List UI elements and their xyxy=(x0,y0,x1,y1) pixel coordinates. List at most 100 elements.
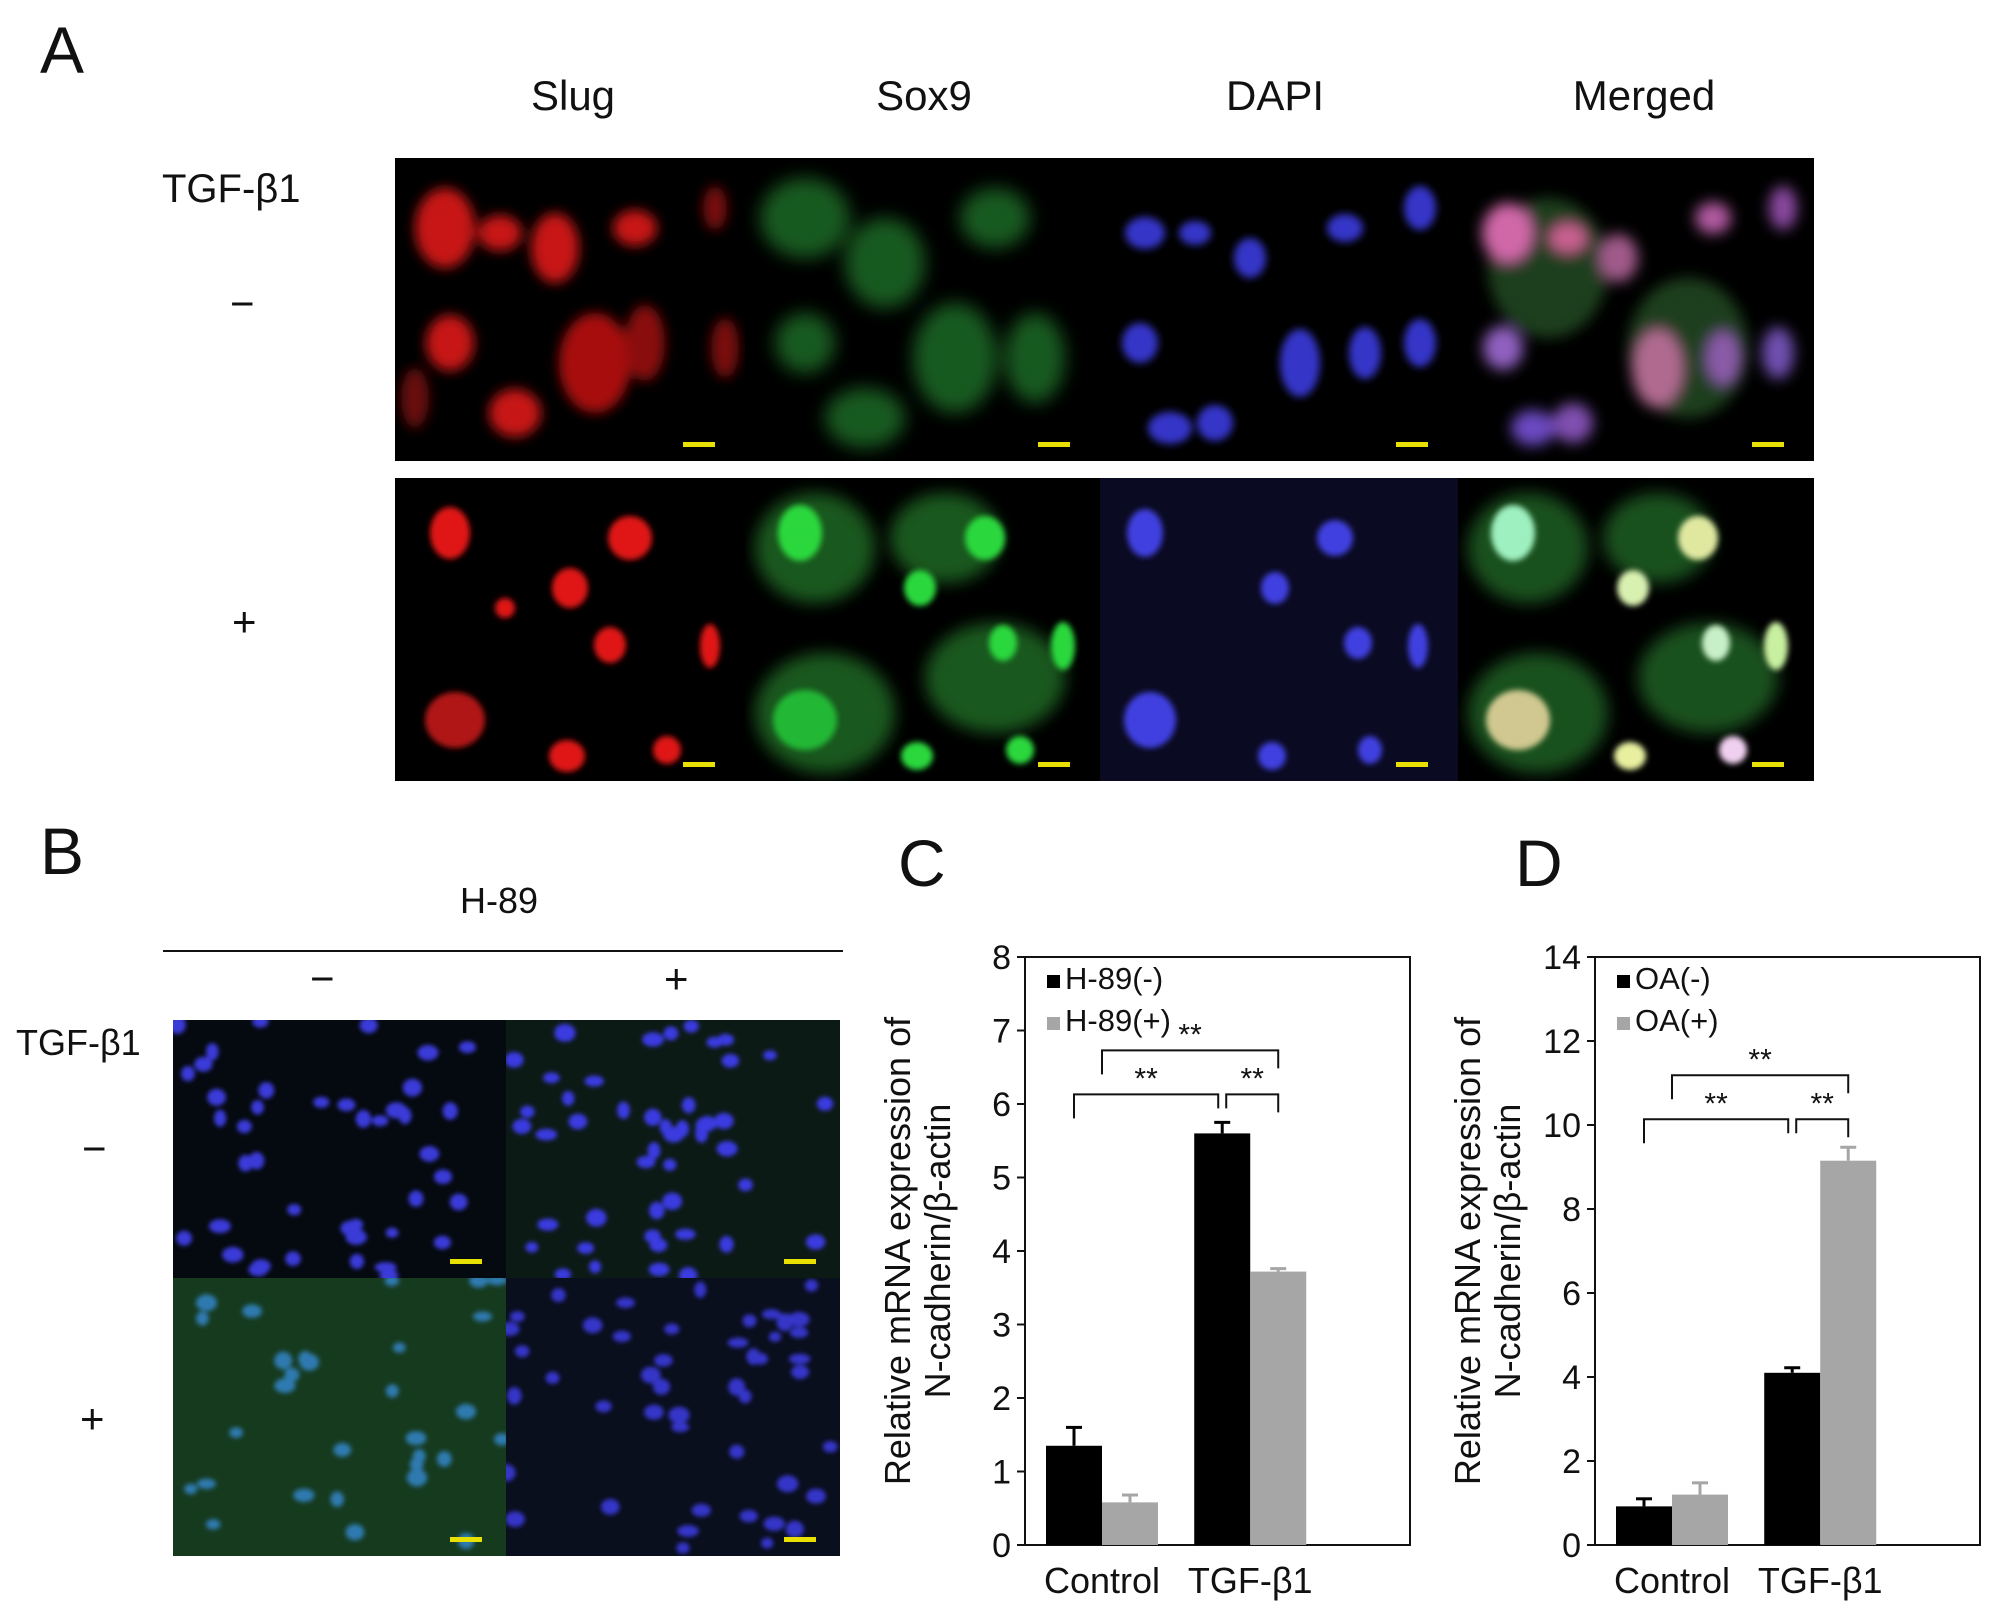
significance-bracket xyxy=(1671,1074,1850,1100)
nucleus xyxy=(791,1364,810,1380)
nucleus xyxy=(762,1309,781,1320)
nucleus xyxy=(681,1097,696,1114)
significance-bracket xyxy=(1795,1118,1850,1138)
micrograph-dapi-minus xyxy=(1100,158,1458,461)
nucleus xyxy=(649,1201,665,1220)
panel-a-row-plus: + xyxy=(232,598,257,645)
nucleus xyxy=(469,1278,489,1288)
nucleus xyxy=(636,1155,656,1169)
nucleus xyxy=(196,1311,209,1326)
nucleus xyxy=(419,1146,440,1162)
nucleus xyxy=(359,1020,378,1034)
nucleus xyxy=(649,1238,668,1252)
nucleus xyxy=(384,1278,399,1287)
nucleus xyxy=(721,1053,740,1068)
panel-b-inhibitor-label: H-89 xyxy=(460,880,539,921)
nucleus xyxy=(274,1378,296,1394)
nucleus xyxy=(285,1251,301,1266)
nucleus xyxy=(806,1488,826,1504)
nucleus xyxy=(486,1278,506,1286)
nucleus xyxy=(506,1052,524,1068)
nucleus xyxy=(330,1491,344,1507)
bar xyxy=(1764,1372,1821,1545)
nucleus xyxy=(694,1281,707,1298)
column-header-dapi: DAPI xyxy=(1225,72,1325,119)
y-tick-label: 0 xyxy=(992,1527,1011,1565)
nucleus xyxy=(520,1105,535,1118)
scale-bar xyxy=(1396,762,1428,767)
significance-label: ** xyxy=(1178,1018,1202,1051)
nucleus xyxy=(251,1100,264,1115)
y-tick-label: 10 xyxy=(1543,1107,1581,1145)
nucleus xyxy=(663,1126,685,1143)
nucleus xyxy=(562,1091,575,1106)
column-header-slug: Slug xyxy=(530,72,616,119)
nucleus xyxy=(355,1110,372,1128)
panel-b-col-minus: − xyxy=(310,955,335,1002)
nucleus xyxy=(242,1304,262,1318)
nucleus xyxy=(683,1020,699,1033)
x-tick-label: Control xyxy=(1044,1560,1160,1601)
panel-b-row-plus: + xyxy=(80,1395,105,1442)
nucleus xyxy=(313,1096,330,1108)
significance-label: ** xyxy=(1241,1062,1265,1095)
scale-bar xyxy=(784,1537,816,1542)
significance-label: ** xyxy=(1748,1043,1772,1076)
nucleus xyxy=(763,1050,777,1061)
nucleus xyxy=(789,1327,809,1338)
legend-swatch xyxy=(1617,975,1630,988)
nucleus xyxy=(761,1537,774,1549)
micrograph-b-tgf-only xyxy=(173,1278,506,1556)
nucleus xyxy=(551,1288,566,1303)
nucleus xyxy=(676,1542,690,1554)
nucleus xyxy=(514,1345,530,1358)
panel-b-letter: B xyxy=(40,814,85,888)
nucleus xyxy=(675,1228,696,1240)
micrograph-b-control xyxy=(173,1020,506,1278)
nucleus xyxy=(768,1331,782,1342)
nucleus xyxy=(719,1236,734,1253)
nucleus xyxy=(739,1509,758,1523)
nucleus xyxy=(601,1498,620,1515)
micrograph-sox9-plus xyxy=(745,478,1100,781)
nucleus xyxy=(494,1433,506,1446)
nucleus xyxy=(402,1078,423,1097)
nucleus xyxy=(663,1158,677,1171)
nucleus xyxy=(173,1020,186,1034)
nucleus xyxy=(512,1118,532,1134)
y-tick-label: 3 xyxy=(992,1307,1011,1345)
bar-chart-d: 0 2 4 6 8 10 12 14 Relative mRNA expression of N-… xyxy=(1447,939,1981,1601)
nucleus xyxy=(816,1096,834,1111)
bar xyxy=(1616,1506,1672,1545)
column-header-sox9: Sox9 xyxy=(876,72,972,119)
nucleus xyxy=(207,1088,226,1106)
nucleus xyxy=(248,1151,265,1170)
legend-label: H-89(-) xyxy=(1065,961,1163,996)
legend-label: OA(+) xyxy=(1635,1003,1719,1038)
x-tick-label: Control xyxy=(1614,1560,1730,1601)
significance-label: ** xyxy=(1811,1087,1835,1120)
nucleus xyxy=(616,1297,635,1309)
nucleus xyxy=(252,1020,269,1028)
scale-bar xyxy=(683,442,715,447)
micrograph-dapi-plus xyxy=(1100,478,1458,781)
scale-bar xyxy=(1752,442,1784,447)
scale-bar xyxy=(1752,762,1784,767)
nucleus xyxy=(417,1044,439,1061)
nucleus xyxy=(714,1112,734,1130)
panel-d-letter: D xyxy=(1515,826,1563,900)
significance-bracket xyxy=(1643,1118,1790,1144)
nucleus xyxy=(385,1227,399,1238)
nucleus xyxy=(543,1072,560,1084)
nucleus xyxy=(345,1524,365,1541)
significance-label: ** xyxy=(1704,1087,1728,1120)
y-axis-label: Relative mRNA expression of xyxy=(877,1016,918,1485)
nucleus xyxy=(664,1323,680,1335)
nucleus xyxy=(691,1503,711,1517)
nucleus xyxy=(385,1384,399,1398)
nucleus xyxy=(617,1101,630,1119)
nucleus xyxy=(442,1102,458,1120)
nucleus xyxy=(284,1367,300,1382)
nucleus xyxy=(194,1056,213,1072)
significance-label: ** xyxy=(1134,1062,1158,1095)
